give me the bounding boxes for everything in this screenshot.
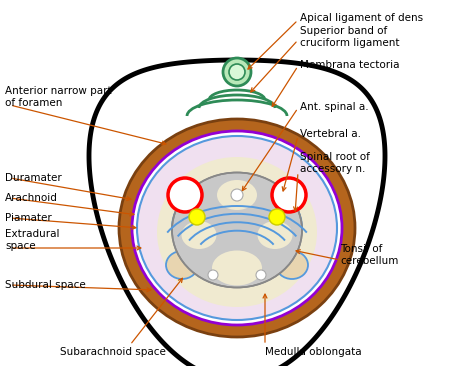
Circle shape (231, 189, 243, 201)
Circle shape (189, 209, 205, 225)
Ellipse shape (212, 250, 262, 285)
Ellipse shape (166, 251, 198, 279)
Text: Vertebral a.: Vertebral a. (300, 129, 361, 139)
Circle shape (208, 270, 218, 280)
Text: Superior band of
cruciform ligament: Superior band of cruciform ligament (300, 26, 400, 48)
Text: Subarachnoid space: Subarachnoid space (60, 347, 166, 357)
Circle shape (168, 178, 202, 212)
Text: Membrana tectoria: Membrana tectoria (300, 60, 400, 70)
Ellipse shape (172, 172, 302, 288)
Ellipse shape (182, 221, 217, 249)
Text: Ant. spinal a.: Ant. spinal a. (300, 102, 369, 112)
Ellipse shape (132, 131, 342, 325)
Circle shape (269, 209, 285, 225)
Circle shape (272, 178, 306, 212)
Ellipse shape (257, 221, 292, 249)
Text: Spinal root of
accessory n.: Spinal root of accessory n. (300, 152, 370, 174)
Text: Tonsil of
cerebellum: Tonsil of cerebellum (340, 244, 398, 266)
Ellipse shape (172, 199, 212, 257)
Text: Apical ligament of dens: Apical ligament of dens (300, 13, 423, 23)
Text: Extradural
space: Extradural space (5, 229, 60, 251)
Text: Medulla oblongata: Medulla oblongata (265, 347, 362, 357)
Ellipse shape (262, 199, 302, 257)
Ellipse shape (217, 180, 257, 210)
Ellipse shape (157, 157, 317, 307)
Circle shape (223, 58, 251, 86)
Text: Subdural space: Subdural space (5, 280, 86, 290)
Circle shape (256, 270, 266, 280)
Text: Anterior narrow part
of foramen: Anterior narrow part of foramen (5, 86, 111, 108)
Text: Piamater: Piamater (5, 213, 52, 223)
Circle shape (229, 64, 245, 80)
Polygon shape (89, 60, 385, 366)
Ellipse shape (276, 251, 308, 279)
Ellipse shape (119, 119, 355, 337)
Text: Duramater: Duramater (5, 173, 62, 183)
Text: Arachnoid: Arachnoid (5, 193, 58, 203)
Ellipse shape (137, 136, 337, 320)
